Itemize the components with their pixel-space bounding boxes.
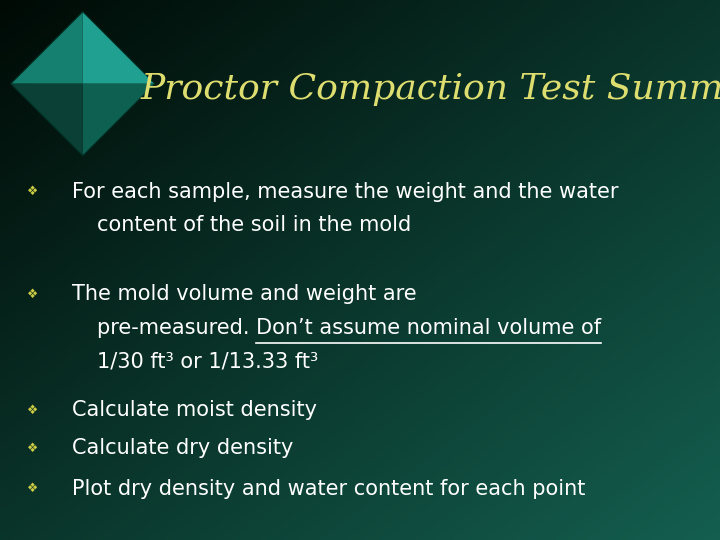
Text: content of the soil in the mold: content of the soil in the mold <box>97 215 411 235</box>
Polygon shape <box>83 84 155 156</box>
Polygon shape <box>11 84 83 156</box>
Text: pre-measured.: pre-measured. <box>97 318 256 338</box>
Polygon shape <box>83 12 155 84</box>
Text: pre-measured. Don’t assume nominal volume of: pre-measured. Don’t assume nominal volum… <box>97 318 601 338</box>
Text: ❖: ❖ <box>27 442 38 455</box>
Text: 1/30 ft³ or 1/13.33 ft³: 1/30 ft³ or 1/13.33 ft³ <box>97 351 318 372</box>
Text: Calculate moist density: Calculate moist density <box>72 400 317 421</box>
Text: ❖: ❖ <box>27 404 38 417</box>
Text: Proctor Compaction Test Summary: Proctor Compaction Test Summary <box>140 72 720 106</box>
Text: The mold volume and weight are: The mold volume and weight are <box>72 284 417 305</box>
Text: For each sample, measure the weight and the water: For each sample, measure the weight and … <box>72 181 618 202</box>
Text: Plot dry density and water content for each point: Plot dry density and water content for e… <box>72 478 585 499</box>
Text: ❖: ❖ <box>27 482 38 495</box>
Text: ❖: ❖ <box>27 288 38 301</box>
Polygon shape <box>11 12 83 84</box>
Text: Calculate dry density: Calculate dry density <box>72 438 293 458</box>
Text: pre-measured. Don’t assume nominal volume of: pre-measured. Don’t assume nominal volum… <box>97 318 601 338</box>
Text: ❖: ❖ <box>27 185 38 198</box>
